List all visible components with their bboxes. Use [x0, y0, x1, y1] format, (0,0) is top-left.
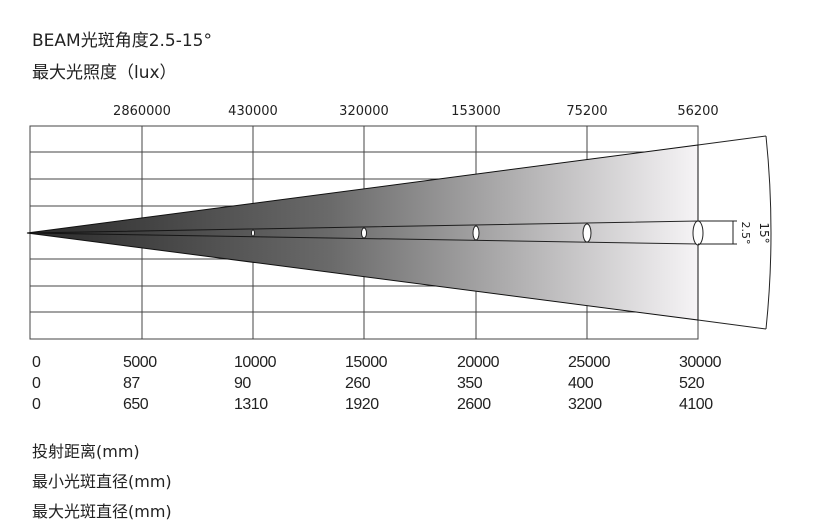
subtitle: 最大光照度（lux）: [32, 63, 177, 83]
lux-label: 430000: [228, 104, 278, 119]
cell: 350: [457, 375, 483, 392]
lux-label: 56200: [677, 104, 719, 119]
spot-ellipses: [251, 220, 704, 246]
cell: 0: [32, 375, 41, 392]
cell: 1920: [345, 396, 379, 413]
cell: 520: [679, 375, 705, 392]
cell: 0: [32, 396, 41, 413]
cell: 1310: [234, 396, 268, 413]
cell: 5000: [123, 354, 157, 371]
cell: 2600: [457, 396, 491, 413]
cell: 30000: [679, 354, 722, 371]
lux-label: 320000: [339, 104, 389, 119]
cell: 87: [123, 375, 140, 392]
cell: 260: [345, 375, 371, 392]
title: BEAM光斑角度2.5-15°: [32, 31, 213, 51]
angle-annotations: [697, 135, 772, 330]
cell: 3200: [568, 396, 602, 413]
cell: 20000: [457, 354, 500, 371]
cell: 10000: [234, 354, 277, 371]
cell: 650: [123, 396, 149, 413]
cell: 4100: [679, 396, 713, 413]
legend-min-diameter: 最小光斑直径(mm): [32, 472, 172, 491]
cell: 15000: [345, 354, 388, 371]
cell: 0: [32, 354, 41, 371]
cell: 90: [234, 375, 251, 392]
cell: 400: [568, 375, 594, 392]
legend-max-diameter: 最大光斑直径(mm): [32, 502, 172, 521]
legend-distance: 投射距离(mm): [32, 442, 140, 461]
cell: 25000: [568, 354, 611, 371]
lux-label: 153000: [451, 104, 501, 119]
lux-label: 2860000: [113, 104, 171, 119]
wide-angle-label: 15°: [757, 222, 771, 243]
lux-label: 75200: [566, 104, 608, 119]
narrow-angle-label: 2.5°: [739, 222, 752, 245]
